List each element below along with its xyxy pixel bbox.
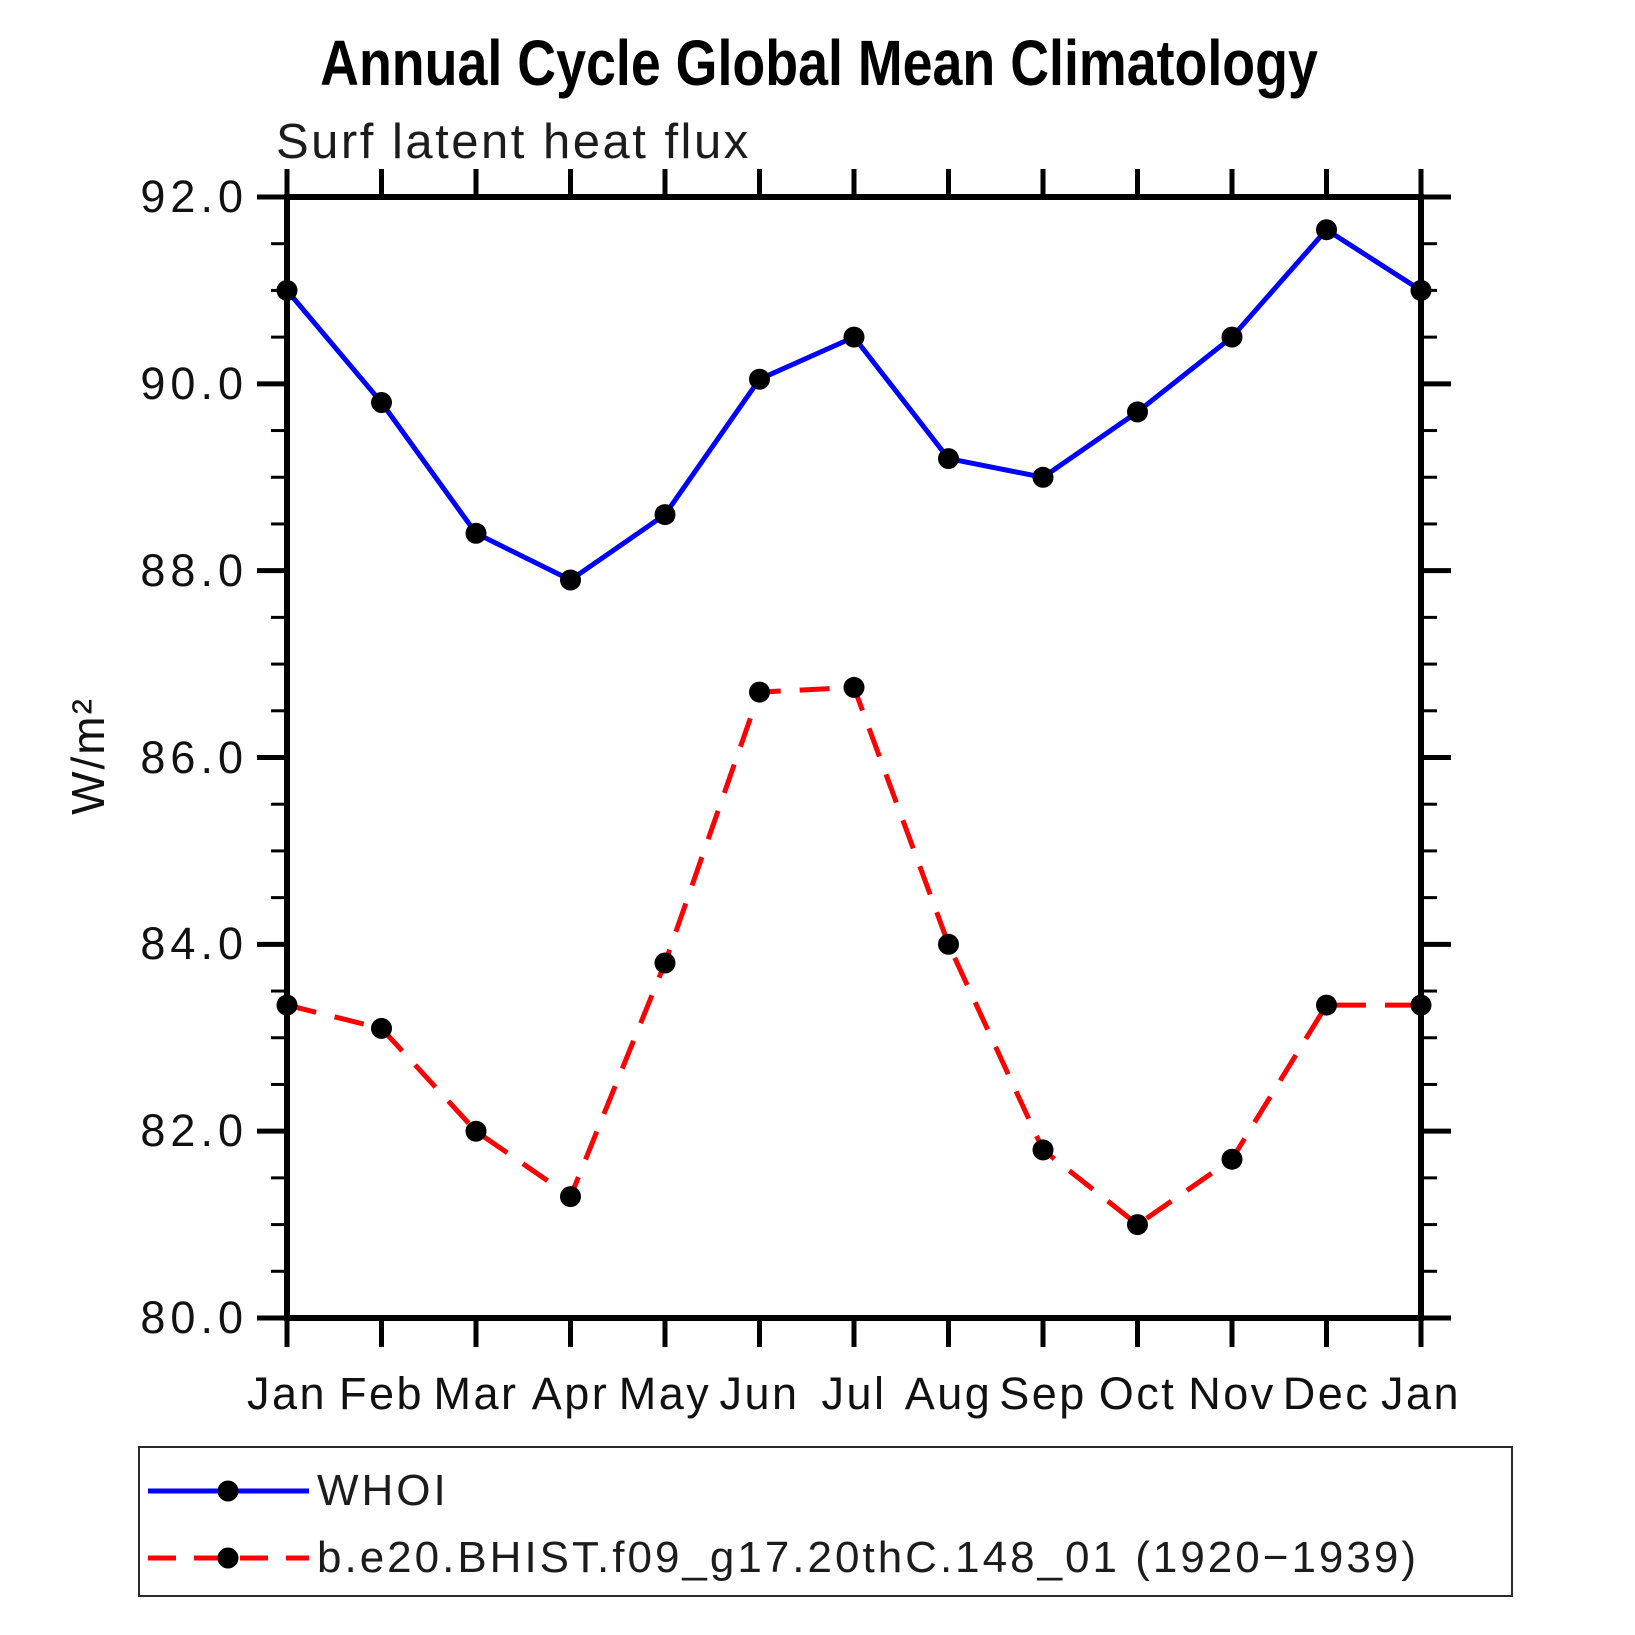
data-point-marker (1032, 466, 1054, 488)
x-tick-label: Dec (1282, 1368, 1371, 1419)
data-point-marker (371, 1017, 392, 1039)
data-point-marker (560, 569, 581, 591)
data-point-marker (276, 994, 298, 1016)
data-point-marker (371, 392, 392, 413)
data-point-marker (749, 368, 770, 390)
legend-line-sample-dashed (148, 1547, 309, 1569)
x-tick-label: Jul (821, 1368, 887, 1419)
data-point-marker (749, 681, 770, 703)
plot-box (284, 194, 1424, 1321)
legend-line-sample-solid (148, 1480, 309, 1502)
data-point-marker (1410, 994, 1432, 1016)
data-point-marker (843, 676, 865, 698)
x-tick-label: Oct (1098, 1368, 1177, 1419)
data-point-marker (1316, 994, 1337, 1016)
data-point-marker (843, 326, 865, 348)
x-tick-label: Jun (719, 1368, 800, 1419)
x-tick-label: Mar (433, 1368, 519, 1419)
legend-sample-marker (217, 1547, 239, 1569)
y-tick-label: 88.0 (140, 544, 248, 596)
y-tick-label: 82.0 (140, 1105, 248, 1157)
data-point-marker (938, 933, 959, 955)
legend-entry-whoi: WHOI (146, 1466, 449, 1515)
legend-sample-marker (217, 1480, 239, 1502)
data-point-marker (276, 279, 298, 301)
x-tick-label: Jan (246, 1368, 328, 1419)
data-point-marker (938, 448, 959, 470)
x-tick-label: Apr (531, 1368, 610, 1419)
x-tick-label: Feb (338, 1368, 425, 1419)
legend-label: WHOI (317, 1466, 449, 1515)
chart-subtitle: Surf latent heat flux (276, 115, 751, 169)
y-tick-label: 80.0 (140, 1292, 248, 1343)
x-tick-label: Sep (999, 1368, 1087, 1419)
y-tick-label: 84.0 (140, 918, 248, 970)
data-point-marker (1127, 1214, 1148, 1236)
legend-label: b.e20.BHIST.f09_g17.20thC.148_01 (1920−1… (317, 1533, 1419, 1582)
chart-title: Annual Cycle Global Mean Climatology (320, 27, 1318, 99)
data-point-marker (1221, 326, 1243, 348)
data-point-marker (1127, 401, 1148, 423)
data-point-marker (1221, 1148, 1243, 1170)
legend-entry-model: b.e20.BHIST.f09_g17.20thC.148_01 (1920−1… (146, 1533, 1419, 1582)
legend: WHOI b.e20.BHIST.f09_g17.20thC.148_01 (1… (138, 1446, 1513, 1597)
data-point-marker (1032, 1139, 1054, 1161)
data-point-marker (654, 952, 676, 974)
y-tick-label: 90.0 (140, 357, 248, 409)
x-tick-label: Jan (1380, 1368, 1462, 1419)
data-point-marker (1316, 219, 1337, 241)
data-point-marker (465, 1120, 487, 1142)
series-line-model (286, 684, 1421, 1228)
y-tick-label: 86.0 (140, 731, 248, 783)
data-point-marker (465, 522, 487, 544)
data-point-marker (1410, 279, 1432, 301)
series-line-whoi (285, 227, 1423, 583)
y-tick-label: 92.0 (140, 171, 248, 222)
data-point-marker (654, 504, 676, 526)
x-tick-label: May (618, 1368, 712, 1419)
x-tick-label: Nov (1188, 1368, 1276, 1419)
data-point-marker (560, 1186, 581, 1208)
x-tick-label: Aug (904, 1368, 993, 1419)
